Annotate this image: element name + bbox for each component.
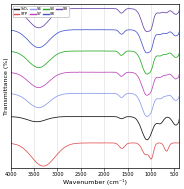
X-axis label: Wavenumber (cm⁻¹): Wavenumber (cm⁻¹) (63, 179, 127, 185)
Y-axis label: Transmittance (%): Transmittance (%) (4, 57, 9, 115)
Legend: SiO₂, STP, S6, S7, S3, S8, S9: SiO₂, STP, S6, S7, S3, S8, S9 (13, 6, 69, 17)
